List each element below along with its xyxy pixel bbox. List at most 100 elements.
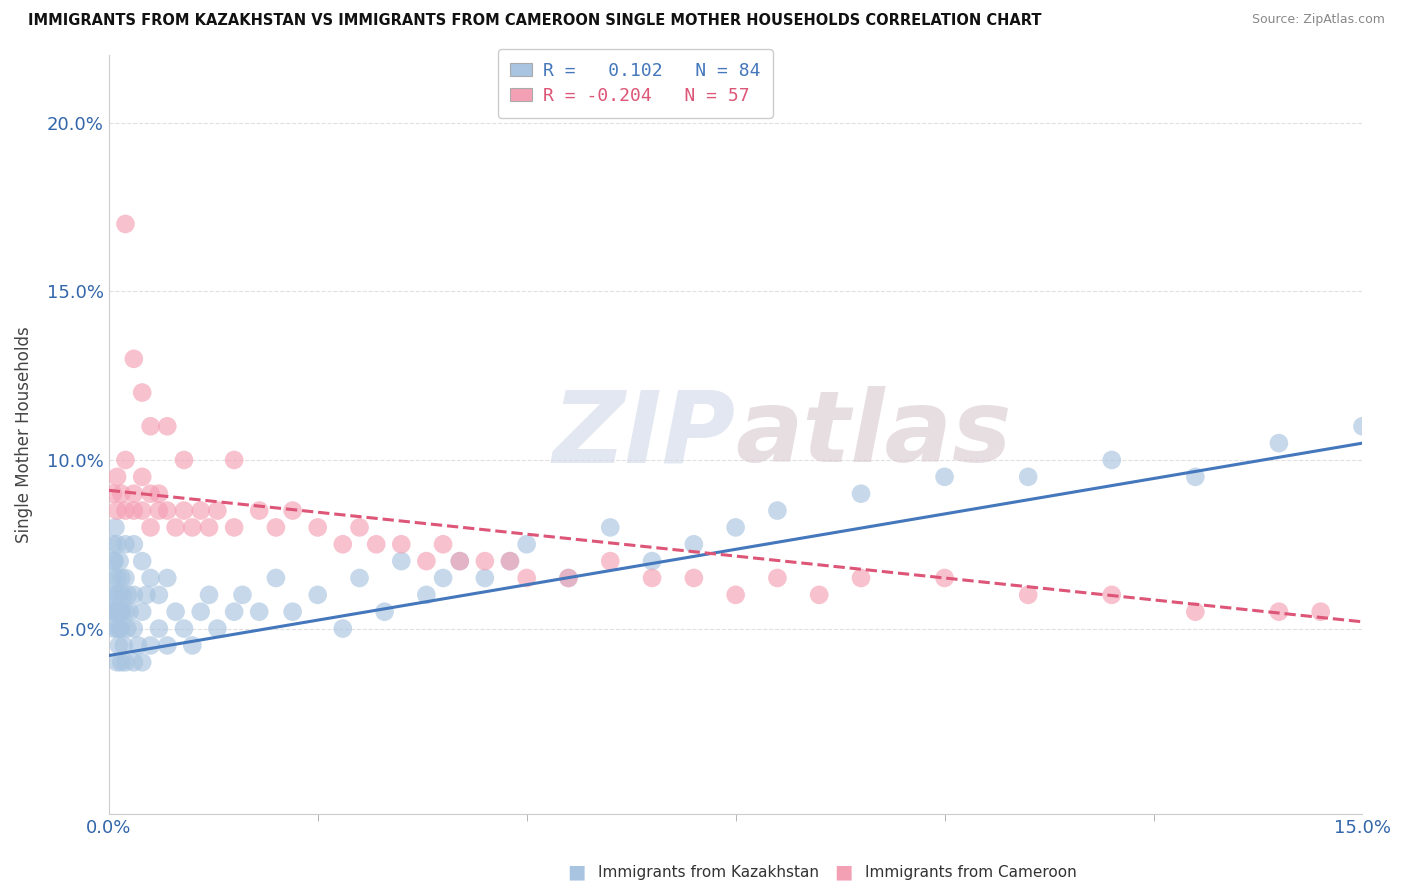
Point: [139, 639, 162, 653]
Point: [105, 605, 128, 619]
Text: Immigrants from Kazakhstan: Immigrants from Kazakhstan: [598, 865, 818, 880]
Point: [432, 571, 454, 585]
Point: [165, 605, 187, 619]
Point: [307, 520, 329, 534]
Y-axis label: Single Mother Households: Single Mother Households: [15, 326, 32, 543]
Point: [307, 588, 329, 602]
Point: [105, 503, 128, 517]
Point: [156, 419, 179, 434]
Legend: R =   0.102   N = 84, R = -0.204   N = 57: R = 0.102 N = 84, R = -0.204 N = 57: [498, 49, 773, 118]
Point: [114, 605, 136, 619]
Point: [1101, 453, 1123, 467]
Text: ■: ■: [834, 863, 853, 882]
Point: [557, 571, 579, 585]
Point: [766, 571, 789, 585]
Point: [114, 217, 136, 231]
Point: [105, 571, 128, 585]
Point: [415, 554, 437, 568]
Point: [224, 453, 246, 467]
Point: [101, 605, 124, 619]
Point: [139, 571, 162, 585]
Point: [105, 470, 128, 484]
Point: [1184, 470, 1206, 484]
Point: [641, 554, 664, 568]
Point: [114, 537, 136, 551]
Point: [101, 537, 124, 551]
Point: [231, 588, 253, 602]
Point: [105, 605, 128, 619]
Point: [111, 605, 134, 619]
Point: [281, 503, 304, 517]
Point: [224, 520, 246, 534]
Point: [724, 520, 747, 534]
Point: [131, 470, 153, 484]
Point: [131, 385, 153, 400]
Point: [173, 503, 195, 517]
Point: [181, 639, 204, 653]
Point: [1351, 419, 1374, 434]
Point: [131, 554, 153, 568]
Point: [682, 571, 704, 585]
Point: [131, 605, 153, 619]
Point: [117, 588, 139, 602]
Point: [148, 588, 170, 602]
Point: [165, 520, 187, 534]
Point: [1268, 605, 1291, 619]
Point: [104, 554, 127, 568]
Text: Immigrants from Cameroon: Immigrants from Cameroon: [865, 865, 1077, 880]
Point: [332, 622, 354, 636]
Point: [332, 537, 354, 551]
Point: [389, 554, 412, 568]
Text: ■: ■: [567, 863, 586, 882]
Point: [104, 520, 127, 534]
Point: [516, 537, 538, 551]
Text: ZIP: ZIP: [553, 386, 735, 483]
Point: [156, 571, 179, 585]
Point: [181, 520, 204, 534]
Point: [281, 605, 304, 619]
Point: [224, 605, 246, 619]
Point: [112, 639, 135, 653]
Point: [108, 554, 131, 568]
Point: [104, 605, 127, 619]
Point: [247, 503, 270, 517]
Point: [173, 453, 195, 467]
Point: [766, 503, 789, 517]
Point: [111, 588, 134, 602]
Point: [198, 588, 221, 602]
Point: [264, 520, 287, 534]
Point: [724, 588, 747, 602]
Point: [682, 537, 704, 551]
Point: [105, 622, 128, 636]
Point: [474, 554, 496, 568]
Point: [1017, 470, 1039, 484]
Point: [110, 571, 132, 585]
Point: [808, 588, 831, 602]
Point: [114, 453, 136, 467]
Point: [114, 503, 136, 517]
Point: [122, 588, 145, 602]
Point: [110, 486, 132, 500]
Point: [131, 655, 153, 669]
Point: [599, 554, 621, 568]
Point: [122, 537, 145, 551]
Point: [115, 622, 138, 636]
Point: [499, 554, 522, 568]
Point: [190, 605, 212, 619]
Point: [449, 554, 471, 568]
Point: [207, 622, 229, 636]
Text: atlas: atlas: [735, 386, 1012, 483]
Point: [139, 520, 162, 534]
Point: [156, 503, 179, 517]
Point: [156, 639, 179, 653]
Point: [118, 605, 141, 619]
Point: [449, 554, 471, 568]
Point: [415, 588, 437, 602]
Point: [641, 571, 664, 585]
Point: [101, 486, 124, 500]
Point: [103, 554, 125, 568]
Point: [114, 571, 136, 585]
Text: IMMIGRANTS FROM KAZAKHSTAN VS IMMIGRANTS FROM CAMEROON SINGLE MOTHER HOUSEHOLDS : IMMIGRANTS FROM KAZAKHSTAN VS IMMIGRANTS…: [28, 13, 1042, 29]
Point: [100, 588, 122, 602]
Point: [599, 520, 621, 534]
